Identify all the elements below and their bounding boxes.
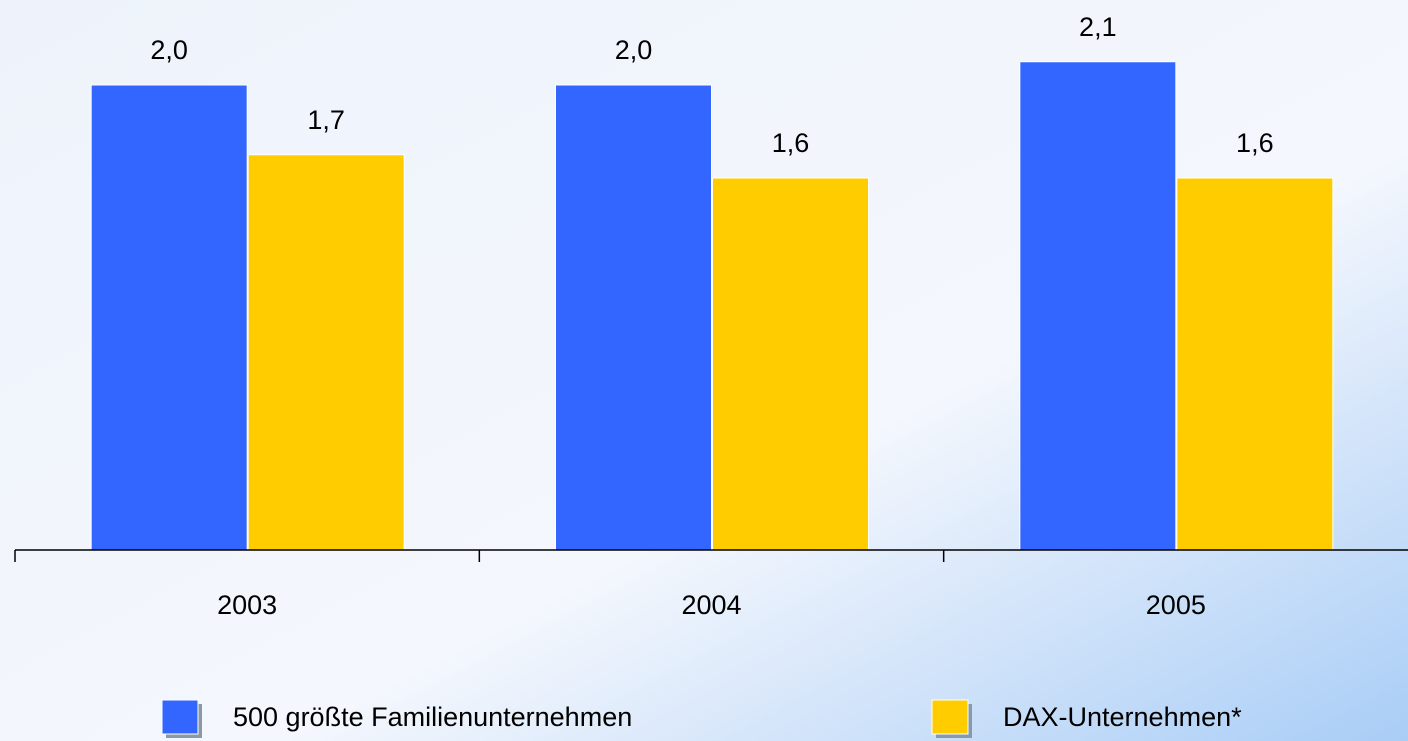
x-tick-label: 2005 xyxy=(1146,590,1206,620)
data-label: 2,0 xyxy=(150,35,188,65)
bar xyxy=(712,177,869,551)
data-label: 2,0 xyxy=(615,35,653,65)
data-label: 1,6 xyxy=(1236,128,1274,158)
data-label: 1,7 xyxy=(307,105,345,135)
legend-label: 500 größte Familienunternehmen xyxy=(233,702,632,732)
legend-label: DAX-Unternehmen* xyxy=(1003,702,1242,732)
legend-swatch xyxy=(931,699,969,735)
bar xyxy=(1019,61,1177,551)
bar xyxy=(1176,177,1334,551)
bar xyxy=(247,154,405,551)
data-label: 1,6 xyxy=(772,128,810,158)
x-tick-label: 2004 xyxy=(681,590,741,620)
bar xyxy=(90,84,248,551)
x-tick-label: 2003 xyxy=(217,590,277,620)
legend-swatch xyxy=(161,699,199,735)
data-label: 2,1 xyxy=(1079,12,1117,42)
bar xyxy=(555,84,712,551)
